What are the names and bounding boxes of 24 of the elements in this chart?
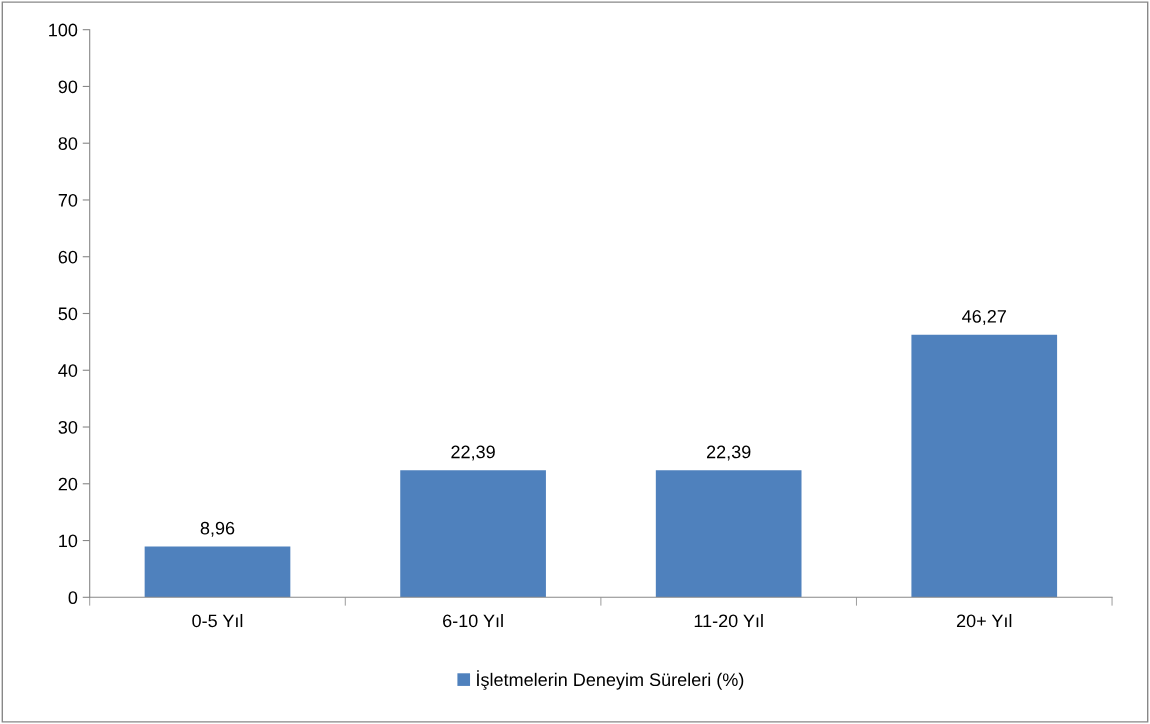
bar bbox=[400, 470, 546, 598]
y-tick-label: 90 bbox=[58, 80, 78, 94]
x-tick-label: 6-10 Yıl bbox=[443, 613, 503, 628]
x-tick-label: 20+ Yıl bbox=[956, 613, 1012, 628]
y-tick-label: 20 bbox=[58, 477, 78, 491]
data-label: 22,39 bbox=[706, 445, 751, 461]
x-tick-label: 0-5 Yıl bbox=[192, 613, 243, 628]
bar bbox=[144, 546, 291, 598]
x-tick-label: 11-20 Yıl bbox=[694, 613, 763, 628]
bar bbox=[655, 470, 802, 598]
data-label: 46,27 bbox=[962, 309, 1006, 325]
y-tick-label: 80 bbox=[58, 137, 78, 150]
legend-label: İşletmelerin Deneyim Süreleri (%) bbox=[477, 670, 744, 690]
data-label: 8,96 bbox=[200, 521, 235, 537]
y-tick-label: 30 bbox=[58, 420, 78, 434]
y-tick-label: 50 bbox=[58, 307, 78, 321]
y-tick-label: 70 bbox=[58, 193, 78, 207]
data-label: 22,39 bbox=[451, 445, 495, 461]
y-tick-label: 0 bbox=[68, 591, 78, 605]
y-tick-label: 100 bbox=[49, 23, 78, 37]
y-tick-label: 40 bbox=[58, 364, 78, 377]
y-tick-label: 60 bbox=[58, 250, 78, 264]
y-tick-label: 10 bbox=[59, 534, 78, 548]
bar bbox=[911, 334, 1058, 598]
